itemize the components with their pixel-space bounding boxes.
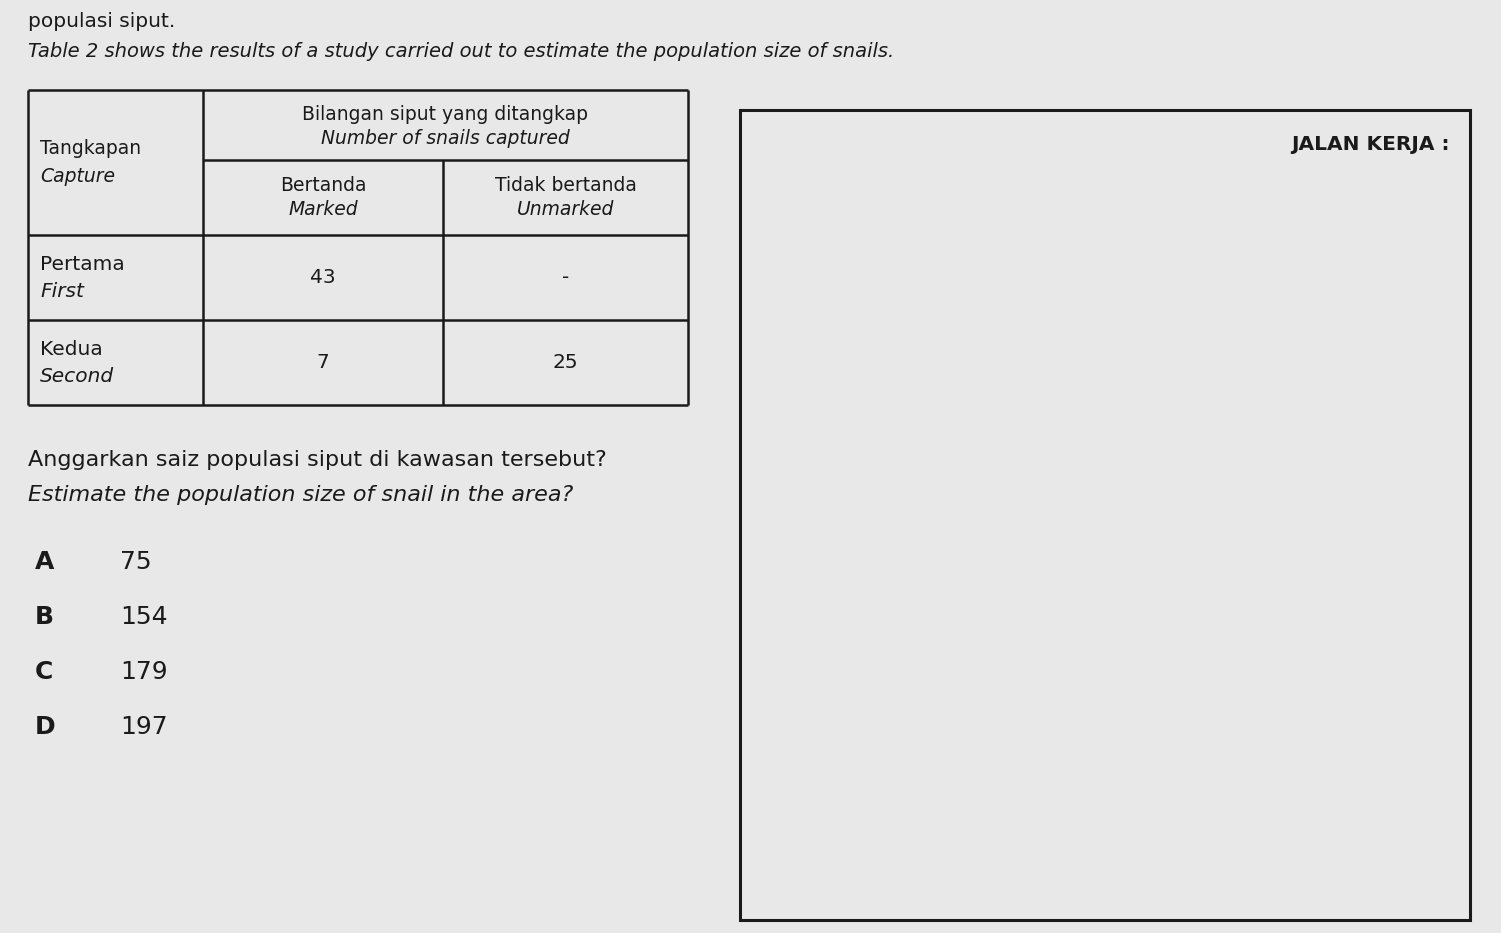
Text: Estimate the population size of snail in the area?: Estimate the population size of snail in… (29, 485, 573, 505)
Text: First: First (41, 282, 84, 301)
Text: C: C (35, 660, 54, 684)
Bar (740, 110, 1469, 920)
Text: Tidak bertanda: Tidak bertanda (494, 176, 636, 195)
Text: -: - (561, 268, 569, 287)
Text: 43: 43 (311, 268, 336, 287)
Text: JALAN KERJA :: JALAN KERJA : (1291, 135, 1450, 154)
Text: Number of snails captured: Number of snails captured (321, 129, 570, 147)
Text: 7: 7 (317, 353, 329, 372)
Text: Tangkapan: Tangkapan (41, 139, 141, 158)
Text: 25: 25 (552, 353, 578, 372)
Text: B: B (35, 605, 54, 629)
Text: Capture: Capture (41, 167, 116, 186)
Text: Bilangan siput yang ditangkap: Bilangan siput yang ditangkap (303, 105, 588, 124)
Text: 179: 179 (120, 660, 168, 684)
Text: Kedua: Kedua (41, 340, 102, 359)
Text: populasi siput.: populasi siput. (29, 12, 176, 31)
Text: 75: 75 (120, 550, 152, 574)
Text: D: D (35, 715, 56, 739)
Text: Pertama: Pertama (41, 255, 125, 274)
Text: Marked: Marked (288, 200, 357, 219)
Text: Second: Second (41, 367, 114, 386)
Text: Bertanda: Bertanda (279, 176, 366, 195)
Text: Unmarked: Unmarked (516, 200, 614, 219)
Text: 154: 154 (120, 605, 168, 629)
Text: 197: 197 (120, 715, 168, 739)
Text: A: A (35, 550, 54, 574)
Text: Table 2 shows the results of a study carried out to estimate the population size: Table 2 shows the results of a study car… (29, 42, 895, 61)
Text: Anggarkan saiz populasi siput di kawasan tersebut?: Anggarkan saiz populasi siput di kawasan… (29, 450, 606, 470)
